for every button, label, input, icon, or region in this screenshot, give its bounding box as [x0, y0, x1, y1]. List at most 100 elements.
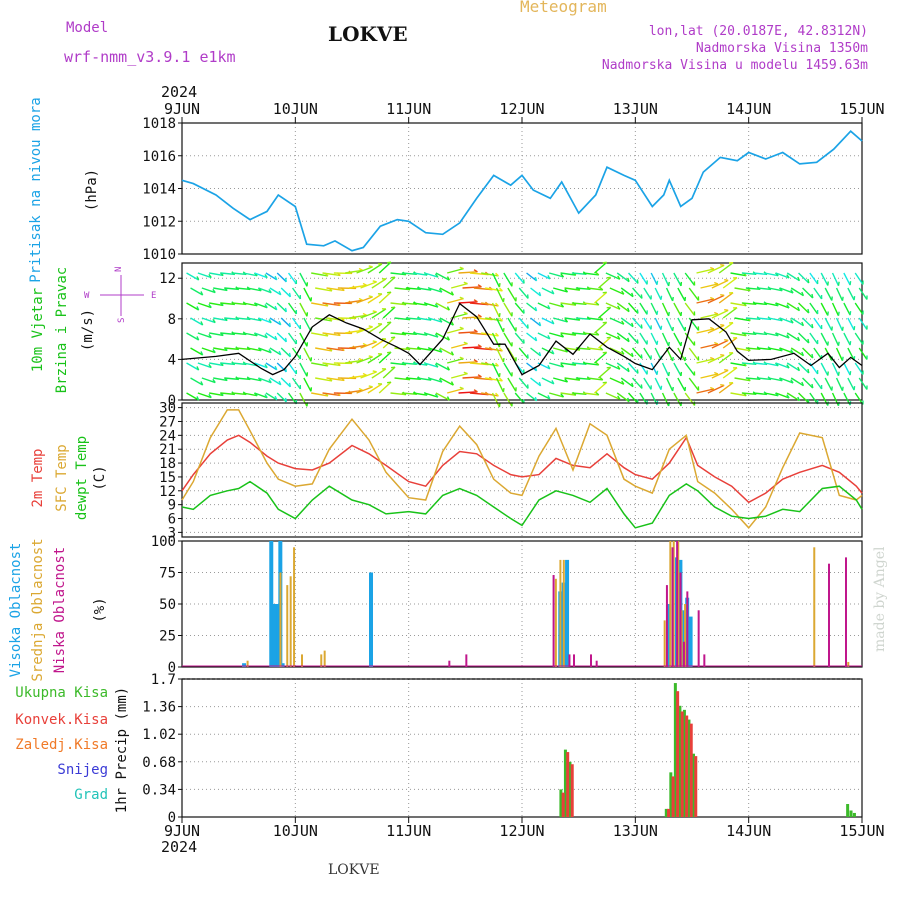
wind-barb-head [459, 266, 464, 270]
wind-barb [428, 377, 443, 383]
wind-barb [424, 272, 439, 278]
wind-barb [858, 317, 868, 330]
compass-north: N [114, 267, 124, 272]
wind-barb [847, 377, 855, 391]
wind-barb [722, 367, 738, 379]
wind-barb-head [710, 296, 715, 300]
wind-barb [265, 392, 278, 401]
wind-barb [424, 392, 439, 398]
wind-barb [382, 366, 396, 379]
wind-barb [847, 317, 855, 331]
wind-barb [730, 362, 747, 367]
wind-barb [677, 377, 686, 392]
wind-barb-head [621, 320, 625, 325]
wind-barb [485, 347, 503, 352]
precip-bar [561, 792, 565, 817]
wind-barb [734, 317, 751, 322]
wind-barb [684, 362, 696, 376]
wind-barb-head [208, 273, 212, 278]
wind-barb [537, 392, 551, 400]
wind-barb [367, 383, 383, 394]
wind-barb [802, 377, 814, 389]
wind-barb-head [372, 370, 377, 373]
wind-barb [620, 377, 634, 388]
wind-barb-head [660, 295, 663, 300]
wind-barb-head [434, 333, 439, 338]
wind-barb [345, 389, 363, 394]
wind-barb [598, 366, 612, 379]
wind-barb [518, 347, 529, 359]
wind-barb [458, 361, 478, 364]
cloud-bar [269, 541, 274, 667]
temperature-line-1 [181, 409, 863, 529]
year-top: 2024 [161, 83, 198, 101]
wind-barb-head [807, 278, 810, 284]
cloud-bar [562, 559, 565, 667]
wind-barb [764, 272, 779, 277]
wind-barb-head [274, 365, 278, 371]
wind-barb-head [438, 318, 443, 323]
wind-barb-head [208, 393, 212, 398]
wind-barb-head [264, 334, 268, 339]
wind-barb [303, 377, 312, 392]
wind-barb [753, 272, 768, 276]
wind-barb-head [853, 296, 856, 301]
wind-barb [243, 272, 258, 277]
wind-barb-head [837, 401, 840, 406]
wind-barb [378, 351, 392, 364]
wind-barb [734, 377, 751, 382]
temperature-ylabel: SFC Temp [54, 444, 70, 511]
credit-label: made by Angel [872, 546, 888, 653]
wind-barb-head [714, 371, 719, 375]
precip-bar [852, 812, 856, 817]
wind-barb [696, 388, 715, 394]
wind-barb [276, 302, 287, 313]
wind-barb [541, 317, 555, 325]
wind-barb-head [801, 321, 805, 326]
wind-barb [367, 293, 383, 304]
wind-barb [632, 347, 643, 359]
wind-barb [390, 392, 407, 396]
wind-barb [276, 362, 287, 373]
wind-barb [609, 377, 625, 385]
wind-barb [405, 317, 421, 321]
wind-barb [654, 347, 662, 360]
wind-barb [753, 332, 768, 336]
wind-barb [424, 302, 439, 308]
clouds-ylabel: Niska Oblacnost [52, 547, 68, 673]
wind-barb [632, 377, 643, 389]
wind-barb [730, 332, 747, 337]
wind-barb [587, 317, 603, 321]
wind-barb [707, 324, 725, 334]
wind-barb [711, 369, 729, 379]
wind-barb [265, 362, 278, 371]
wind-barb [549, 302, 564, 308]
wind-barb [831, 392, 840, 407]
wind-barb [632, 287, 643, 299]
wind-barb [190, 347, 204, 356]
wind-barb-head [656, 370, 659, 375]
wind-barb-head [599, 346, 604, 351]
wind-barb [609, 347, 625, 355]
cloud-bar [289, 576, 292, 667]
wind-barb-head [667, 311, 670, 317]
wind-barb [287, 272, 297, 285]
wind-barb [753, 362, 768, 366]
precip-bar [676, 691, 680, 817]
wind-barb [503, 302, 513, 317]
wind-barb [299, 302, 308, 317]
wind-barb [447, 297, 464, 304]
wind-barb [291, 317, 301, 330]
y-tick-label: 50 [159, 597, 176, 613]
wind-barb [481, 392, 499, 397]
wind-barb [707, 384, 725, 394]
wind-barb [786, 362, 800, 372]
wind-barb [696, 358, 715, 364]
wind-barb [684, 302, 696, 316]
wind-barb-head [807, 398, 810, 404]
wind-barb [276, 332, 287, 343]
wind-barb [571, 272, 587, 275]
wind-barb-head [268, 319, 272, 324]
wind-barb [231, 272, 247, 276]
